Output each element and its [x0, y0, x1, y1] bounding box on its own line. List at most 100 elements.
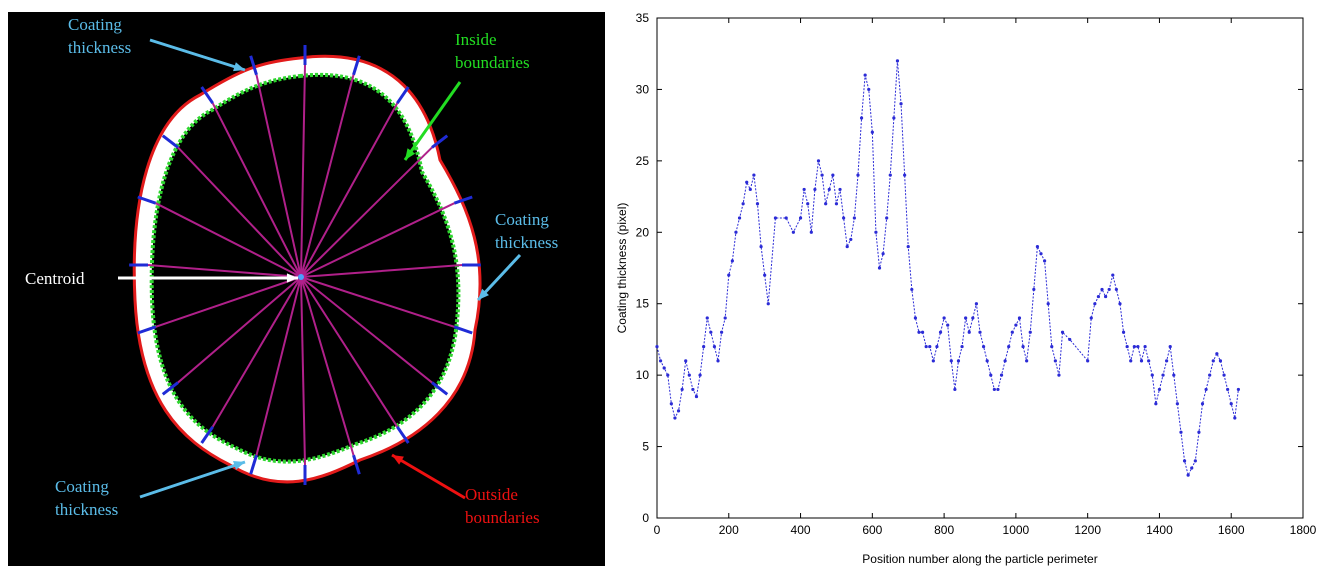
thickness-mark — [352, 454, 361, 475]
thickness-mark — [200, 86, 214, 105]
y-tick-label: 15 — [636, 297, 650, 311]
thickness-mark — [453, 195, 473, 205]
data-point — [956, 359, 961, 363]
data-point — [1053, 359, 1057, 363]
spoke — [155, 202, 302, 278]
data-point — [877, 266, 882, 270]
data-point — [662, 366, 666, 370]
data-point — [863, 73, 867, 77]
data-point — [935, 344, 939, 349]
data-point — [870, 130, 874, 134]
data-point — [1161, 373, 1165, 377]
data-point — [702, 344, 706, 349]
data-point — [852, 216, 856, 220]
spoke — [147, 264, 302, 278]
data-point — [1043, 259, 1047, 263]
x-tick-label: 600 — [862, 523, 882, 537]
data-point — [1007, 344, 1011, 349]
data-point — [1218, 359, 1223, 363]
data-point — [917, 330, 921, 334]
y-tick-label: 30 — [636, 82, 650, 96]
annotation-text: boundaries — [455, 53, 530, 72]
data-point — [834, 202, 839, 206]
spoke — [255, 276, 302, 456]
y-tick-label: 20 — [636, 225, 650, 239]
spoke — [211, 102, 302, 278]
spoke — [177, 276, 302, 384]
data-point — [842, 216, 846, 220]
data-point — [1025, 359, 1029, 363]
data-point — [687, 373, 691, 377]
data-point — [809, 230, 813, 234]
data-point — [1139, 359, 1144, 363]
data-point — [1068, 337, 1072, 342]
spoke — [300, 276, 399, 428]
data-point — [1010, 330, 1014, 334]
data-point — [816, 159, 821, 163]
arrow-head — [233, 461, 245, 470]
data-point — [720, 330, 724, 334]
data-point — [1236, 387, 1240, 392]
data-point — [906, 244, 910, 249]
data-point — [967, 330, 971, 334]
data-point — [985, 359, 989, 363]
spoke — [211, 276, 302, 428]
data-point — [705, 316, 709, 320]
data-point — [680, 387, 684, 392]
data-point — [931, 359, 935, 363]
data-point — [885, 216, 889, 220]
data-point — [691, 387, 695, 392]
data-point — [895, 59, 900, 63]
data-point — [694, 394, 699, 399]
arrow-head — [478, 288, 489, 300]
data-point — [1179, 430, 1183, 434]
data-point — [1118, 302, 1122, 306]
data-point — [1143, 344, 1147, 349]
annotation-text: Centroid — [25, 269, 85, 288]
spoke — [300, 276, 306, 466]
data-point — [741, 202, 745, 206]
data-point — [920, 330, 925, 334]
data-point — [1165, 359, 1169, 363]
data-point — [1125, 344, 1129, 349]
data-point — [709, 330, 713, 334]
data-point — [892, 116, 896, 120]
x-tick-label: 0 — [654, 523, 661, 537]
data-point — [791, 230, 795, 234]
spoke — [300, 276, 455, 328]
data-point — [1100, 287, 1104, 292]
thickness-mark — [249, 55, 258, 76]
data-point — [1226, 387, 1230, 392]
arrow-head — [233, 62, 245, 72]
data-point — [784, 216, 788, 220]
data-point — [1190, 466, 1194, 470]
data-point — [1193, 459, 1197, 463]
data-point — [1211, 359, 1215, 363]
data-point — [1032, 287, 1036, 292]
data-point — [759, 244, 763, 249]
data-point — [881, 252, 885, 256]
data-point — [773, 216, 778, 220]
data-point — [1132, 344, 1136, 349]
data-point — [849, 237, 853, 242]
thickness-mark — [200, 425, 214, 444]
data-point — [802, 187, 806, 192]
data-point — [1035, 244, 1040, 249]
data-point — [1104, 294, 1108, 299]
data-point — [669, 402, 673, 406]
data-point — [824, 202, 828, 206]
x-tick-label: 1800 — [1290, 523, 1317, 537]
annotation-text: boundaries — [465, 508, 540, 527]
data-point — [684, 359, 688, 363]
data-point — [999, 373, 1004, 377]
data-point — [820, 173, 824, 177]
data-point — [745, 180, 749, 184]
thickness-mark — [161, 134, 179, 149]
annotation-text: thickness — [495, 233, 558, 252]
data-point — [996, 387, 1000, 392]
data-point — [698, 373, 702, 377]
data-point — [924, 344, 928, 349]
data-point — [730, 259, 734, 263]
x-tick-label: 1000 — [1003, 523, 1030, 537]
